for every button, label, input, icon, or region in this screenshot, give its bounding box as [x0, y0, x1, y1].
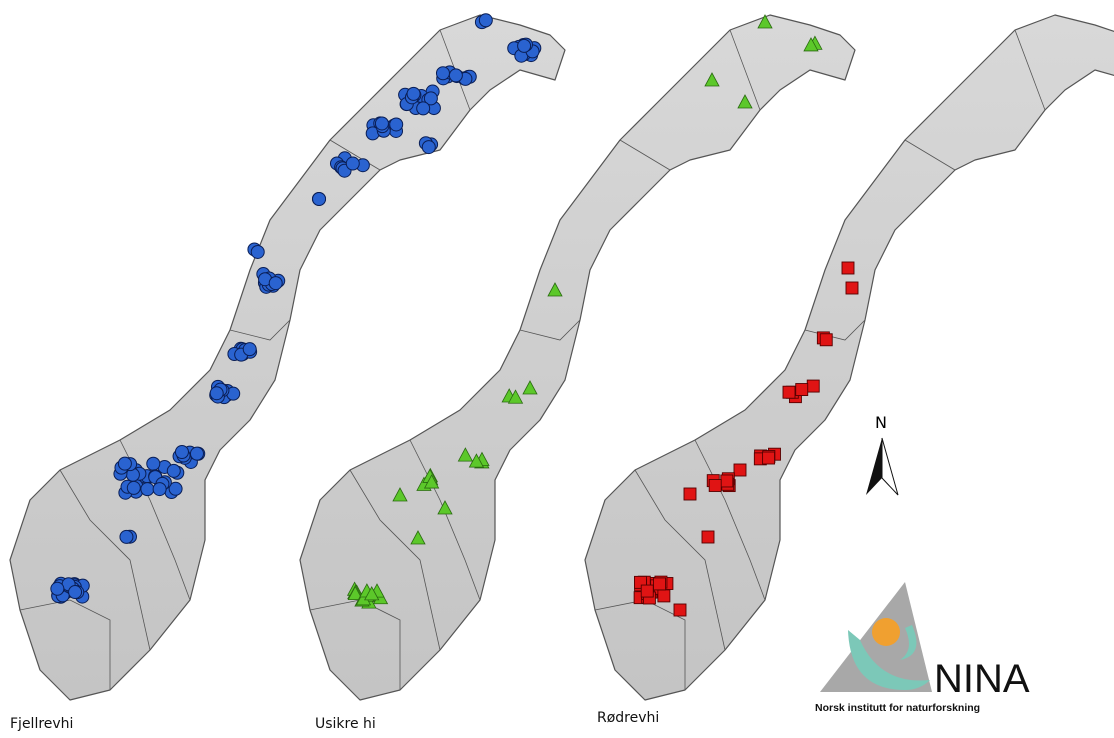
den-marker: [654, 578, 666, 590]
den-marker: [175, 446, 188, 459]
den-marker: [846, 282, 858, 294]
den-marker: [709, 479, 721, 491]
den-marker: [436, 67, 449, 80]
den-marker: [842, 262, 854, 274]
den-marker: [147, 457, 160, 470]
den-marker: [127, 481, 140, 494]
den-marker: [407, 87, 420, 100]
den-marker: [658, 590, 670, 602]
den-marker: [702, 531, 714, 543]
map-figure: Fjellrevhi Usikre hi Rødrevhi N NINA Nor…: [0, 0, 1114, 738]
den-marker: [422, 141, 435, 154]
den-marker: [796, 384, 808, 396]
den-marker: [684, 488, 696, 500]
den-marker: [390, 118, 403, 131]
den-marker: [820, 334, 832, 346]
den-marker: [269, 277, 282, 290]
map-outline: [10, 15, 565, 700]
north-arrow: N: [866, 413, 898, 495]
logo: NINA Norsk institutt for naturforskning: [815, 582, 1030, 714]
den-marker: [807, 380, 819, 392]
den-marker: [417, 102, 430, 115]
logo-subtitle: Norsk institutt for naturforskning: [815, 702, 980, 714]
den-marker: [449, 69, 462, 82]
den-marker: [734, 464, 746, 476]
compass-label: N: [875, 413, 887, 432]
den-marker: [479, 14, 492, 27]
den-marker: [153, 483, 166, 496]
den-marker: [721, 475, 733, 487]
den-marker: [518, 39, 531, 52]
den-marker: [51, 582, 64, 595]
den-marker: [243, 343, 256, 356]
den-marker: [210, 387, 223, 400]
den-marker: [141, 483, 154, 496]
den-marker: [190, 447, 203, 460]
map-label: Rødrevhi: [597, 710, 659, 726]
den-marker: [69, 586, 82, 599]
map-label: Usikre hi: [315, 716, 376, 732]
den-marker: [641, 585, 653, 597]
den-marker: [118, 457, 131, 470]
den-marker: [783, 386, 795, 398]
den-marker: [375, 117, 388, 130]
map-label: Fjellrevhi: [10, 716, 73, 732]
den-marker: [251, 245, 264, 258]
den-marker: [313, 193, 326, 206]
den-marker: [763, 452, 775, 464]
den-marker: [120, 530, 133, 543]
den-marker: [674, 604, 686, 616]
den-marker: [167, 464, 180, 477]
logo-name: NINA: [934, 657, 1030, 701]
den-marker: [346, 157, 359, 170]
